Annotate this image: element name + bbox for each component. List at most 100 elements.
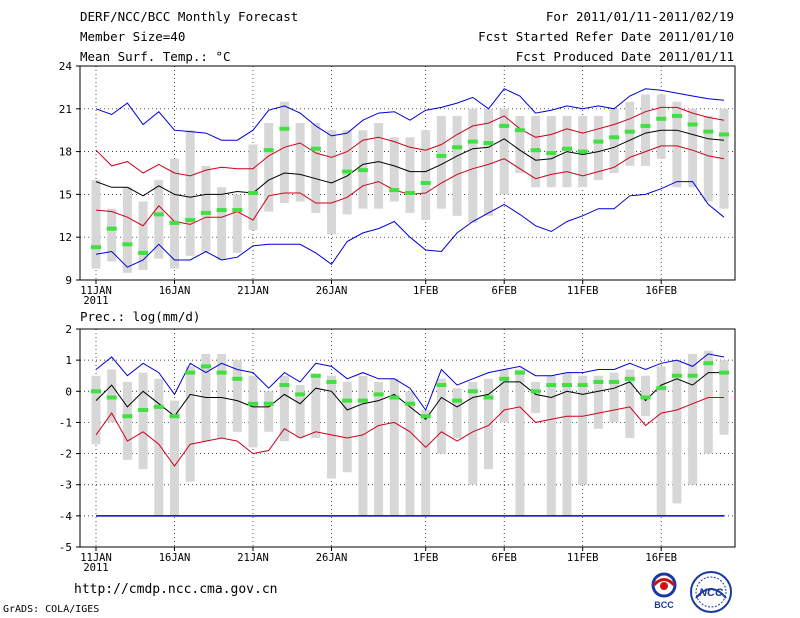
prec-observed-marker <box>687 373 698 378</box>
prec-xtick-label: 1FEB <box>413 552 438 564</box>
prec-observed-marker <box>153 404 164 409</box>
temp-spread-box <box>672 101 682 188</box>
temp-spread-box <box>248 144 258 231</box>
temp-observed-marker <box>153 212 164 217</box>
prec-spread-box <box>342 381 352 473</box>
prec-spread-box <box>264 391 274 432</box>
prec-spread-box <box>452 388 462 438</box>
prec-xtick-label: 26JAN <box>316 552 348 564</box>
temp-observed-marker <box>200 210 211 215</box>
prec-spread-box <box>625 369 635 438</box>
prec-observed-marker <box>405 401 415 406</box>
temp-observed-marker <box>467 139 478 144</box>
temp-observed-marker <box>232 208 243 213</box>
bcc-logo-text: BCC <box>654 600 674 610</box>
temp-observed-marker <box>169 220 180 225</box>
temp-spread-box <box>107 208 117 262</box>
prec-observed-marker <box>514 370 525 375</box>
prec-spread-box <box>609 372 619 423</box>
temp-ytick-label: 18 <box>59 146 72 159</box>
prec-observed-marker <box>624 376 635 381</box>
prec-observed-marker <box>232 376 243 381</box>
temp-observed-marker <box>248 190 258 195</box>
temp-observed-marker <box>562 146 572 151</box>
prec-observed-marker <box>122 414 133 419</box>
prec-observed-marker <box>436 383 447 388</box>
temp-observed-marker <box>656 116 667 121</box>
prec-spread-box <box>358 375 368 516</box>
prec-observed-marker <box>169 414 180 419</box>
temp-xtick-label: 16JAN <box>159 285 191 297</box>
prec-panel-title: Prec.: log(mm/d) <box>80 309 200 324</box>
temp-ytick-label: 24 <box>59 60 73 73</box>
temp-spread-box <box>232 194 242 253</box>
temp-xtick-label: 11JAN <box>80 285 112 297</box>
prec-observed-marker <box>546 383 557 388</box>
temp-spread-box <box>122 187 132 273</box>
temp-spread-box <box>264 123 274 212</box>
prec-ytick-label: -2 <box>59 448 72 461</box>
prec-observed-marker <box>593 379 604 384</box>
prec-xtick-label: 11FEB <box>567 552 599 564</box>
source-url[interactable]: http://cmdp.ncc.cma.gov.cn <box>74 582 278 597</box>
prec-observed-marker <box>562 383 572 388</box>
temp-observed-marker <box>122 242 133 247</box>
prec-observed-marker <box>279 383 290 388</box>
temp-mean-line <box>95 129 725 198</box>
prec-spread-box <box>374 381 384 516</box>
prec-spread-box <box>405 391 415 516</box>
prec-spread-box <box>217 353 227 438</box>
temp-observed-marker <box>420 180 431 185</box>
prec-observed-marker <box>420 414 431 419</box>
temp-spread-box <box>688 108 698 188</box>
prec-spread-box <box>656 366 666 516</box>
temp-spread-box <box>217 187 227 261</box>
prec-xtick-label: 16FEB <box>645 552 677 564</box>
temp-xtick-label: 21JAN <box>237 285 269 297</box>
temp-observed-marker <box>546 151 557 156</box>
temp-spread-box <box>719 108 729 209</box>
prec-spread-box <box>484 378 493 470</box>
temp-spread-box <box>311 123 321 213</box>
prec-spread-box <box>562 372 572 516</box>
temp-lower-blue-line <box>95 181 725 268</box>
temp-observed-marker <box>719 132 729 137</box>
prec-spread-box <box>499 369 509 423</box>
temp-ytick-label: 9 <box>65 274 72 287</box>
prec-observed-marker <box>106 395 117 400</box>
prec-upper-blue-line <box>95 353 725 412</box>
prec-spread-box <box>295 385 305 438</box>
prec-observed-marker <box>389 395 400 400</box>
temp-observed-marker <box>185 218 196 223</box>
temp-observed-marker <box>624 129 635 134</box>
temp-xtick-label: 1FEB <box>413 285 438 297</box>
temp-spread-box <box>593 115 603 181</box>
prec-ytick-label: 0 <box>65 385 72 398</box>
prec-observed-marker <box>310 373 321 378</box>
ncc-logo-text: NCC <box>699 587 724 599</box>
prec-spread-box <box>279 375 289 442</box>
prec-spread-box <box>515 369 525 516</box>
prec-observed-marker <box>577 383 588 388</box>
chart-title: DERF/NCC/BCC Monthly Forecast <box>80 9 299 24</box>
temp-spread-box <box>515 115 525 173</box>
prec-observed-marker <box>342 398 353 403</box>
bcc-logo: BCC <box>651 572 677 610</box>
temp-observed-marker <box>342 169 353 174</box>
temp-spread-box <box>374 123 384 209</box>
temp-observed-marker <box>499 123 510 128</box>
prec-spread-box <box>546 375 556 516</box>
prec-xtick-label: 21JAN <box>237 552 269 564</box>
prec-spread-box <box>389 378 399 516</box>
temp-observed-marker <box>671 113 682 118</box>
temp-spread-box <box>279 101 289 203</box>
prec-spread-box <box>170 400 179 516</box>
temp-xtick-label: 16FEB <box>645 285 677 297</box>
temp-spread-box <box>295 123 305 202</box>
prec-spread-box <box>248 375 258 448</box>
prec-spread-box <box>672 360 682 504</box>
prec-plot-frame <box>79 328 736 548</box>
temp-spread-box <box>138 201 148 271</box>
temp-spread-box <box>91 180 101 269</box>
prec-xtick-label: 16JAN <box>159 552 191 564</box>
